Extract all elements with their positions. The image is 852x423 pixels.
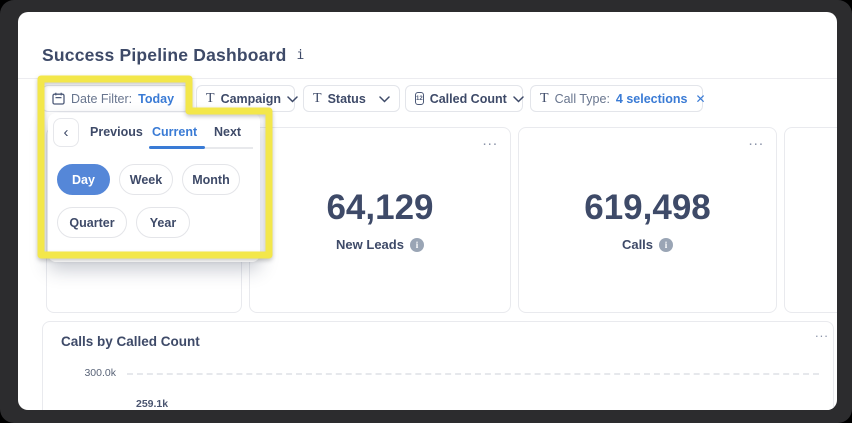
back-button[interactable]: ‹ xyxy=(53,118,79,147)
campaign-filter-label: Campaign xyxy=(220,91,281,106)
calendar-icon xyxy=(52,92,65,105)
number-filter-icon: 12 xyxy=(415,92,424,105)
period-pill-week[interactable]: Week xyxy=(119,164,173,195)
date-filter-label: Date Filter: xyxy=(71,91,133,106)
chevron-down-icon xyxy=(513,92,524,106)
kpi-label: New Leads xyxy=(336,237,404,252)
info-icon[interactable]: i xyxy=(659,237,674,252)
status-filter-button[interactable]: T Status xyxy=(303,85,400,112)
card-menu-icon[interactable]: ... xyxy=(815,325,829,340)
text-filter-icon: T xyxy=(313,90,322,106)
page-title: Success Pipeline Dashboard xyxy=(42,45,287,65)
y-axis-tick: 300.0k xyxy=(84,367,116,379)
call-type-filter-value: 4 selections xyxy=(615,91,688,106)
chevron-down-icon xyxy=(379,92,390,106)
kpi-value: 64,129 xyxy=(326,188,434,227)
kpi-label: Calls xyxy=(621,237,654,252)
tab-track xyxy=(205,147,253,149)
chart-title: Calls by Called Count xyxy=(61,334,200,349)
tab-previous[interactable]: Previous xyxy=(90,125,143,139)
status-filter-label: Status xyxy=(327,91,366,106)
header: Success Pipeline Dashboard i xyxy=(42,45,304,66)
active-tab-underline xyxy=(149,146,205,149)
called-count-filter-button[interactable]: 12 Called Count xyxy=(405,85,524,112)
date-filter-value: Today xyxy=(138,91,175,106)
kpi-card-calls: ... 619,498 Calls i xyxy=(518,127,777,313)
text-filter-icon: T xyxy=(540,90,549,106)
text-filter-icon: T xyxy=(206,90,215,106)
header-divider xyxy=(18,78,837,79)
date-filter-button[interactable]: Date Filter: Today xyxy=(42,85,190,112)
call-type-filter-label: Call Type: xyxy=(554,91,610,106)
clear-filter-icon[interactable]: ✕ xyxy=(695,91,706,106)
kpi-card-new-leads: ... 64,129 New Leads i xyxy=(249,127,511,313)
called-count-filter-label: Called Count xyxy=(429,91,507,106)
kpi-content: 619,498 Calls i xyxy=(519,128,776,312)
dashboard-panel: Success Pipeline Dashboard i Date Filter… xyxy=(18,12,837,410)
card-menu-icon[interactable]: ... xyxy=(482,132,498,149)
bar-value-label: 259.1k xyxy=(136,398,169,410)
period-pill-year[interactable]: Year xyxy=(136,207,190,238)
date-filter-popup: ‹ Previous Current Next Day Week Month Q… xyxy=(48,113,260,262)
chevron-down-icon xyxy=(287,92,298,106)
period-pill-quarter[interactable]: Quarter xyxy=(57,207,127,238)
card-menu-icon[interactable]: ... xyxy=(748,132,764,149)
period-pill-month[interactable]: Month xyxy=(182,164,240,195)
campaign-filter-button[interactable]: T Campaign xyxy=(196,85,298,112)
tab-current[interactable]: Current xyxy=(152,125,198,139)
tab-next[interactable]: Next xyxy=(214,125,242,139)
gridline-dashed xyxy=(127,373,819,375)
period-pill-day[interactable]: Day xyxy=(57,164,110,195)
kpi-content: 64,129 New Leads i xyxy=(250,128,510,312)
chart-card-calls-by-called-count: Calls by Called Count ... 300.0k 259.1k xyxy=(42,321,834,410)
call-type-filter-button[interactable]: T Call Type: 4 selections ✕ xyxy=(530,85,706,112)
title-info-icon[interactable]: i xyxy=(296,48,305,63)
chevron-left-icon: ‹ xyxy=(63,124,69,141)
kpi-card-clipped xyxy=(784,127,837,313)
kpi-value: 619,498 xyxy=(584,188,711,227)
info-icon[interactable]: i xyxy=(409,237,424,252)
